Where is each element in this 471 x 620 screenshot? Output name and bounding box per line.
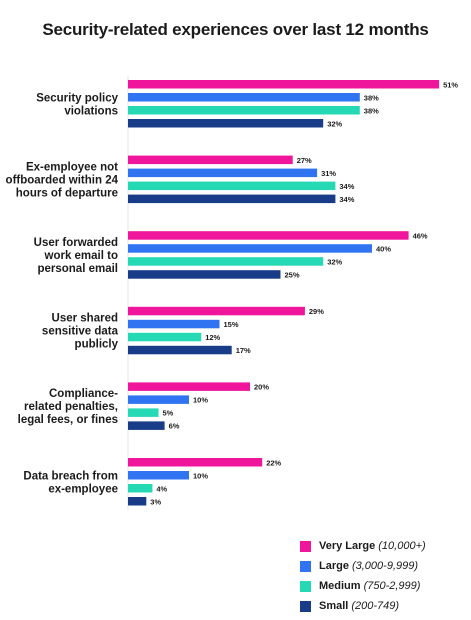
legend: Very Large (10,000+) Large (3,000-9,999) Med…: [300, 536, 426, 616]
data-label: 27%: [297, 156, 312, 165]
data-label: 38%: [364, 106, 379, 115]
legend-item: Medium (750-2,999): [300, 576, 426, 596]
bar: [128, 231, 409, 240]
legend-swatch: [300, 560, 311, 572]
bar: [128, 408, 159, 417]
legend-label: Large: [319, 560, 349, 572]
category-label: work email to: [44, 250, 119, 262]
category-label: User forwarded: [34, 237, 118, 249]
bar: [128, 80, 440, 89]
legend-label: Small: [319, 600, 349, 612]
bar: [128, 497, 147, 506]
bar: [128, 168, 318, 178]
category-label: violations: [64, 105, 118, 117]
data-label: 40%: [376, 245, 391, 254]
legend-range: (200-749): [351, 600, 400, 612]
data-label: 15%: [224, 320, 239, 329]
legend-swatch: [300, 600, 311, 612]
category-label: User shared: [52, 313, 118, 325]
legend-swatch: [300, 540, 311, 552]
bar: [128, 458, 263, 467]
category-label: publicly: [75, 339, 119, 351]
bar: [128, 484, 153, 493]
bar: [128, 93, 360, 102]
category-label: personal email: [37, 263, 118, 275]
data-label: 3%: [150, 497, 161, 506]
bar: [128, 471, 189, 480]
legend-swatch: [300, 580, 311, 592]
data-label: 10%: [193, 471, 208, 480]
bar: [128, 194, 336, 204]
bar: [128, 270, 281, 279]
bar: [128, 155, 293, 165]
bar: [128, 382, 250, 391]
category-label: offboarded within 24: [6, 174, 119, 186]
data-label: 31%: [321, 169, 336, 178]
bar: [128, 306, 305, 316]
bar: [128, 319, 220, 329]
data-label: 46%: [413, 232, 428, 241]
legend-item: Large (3,000-9,999): [300, 556, 426, 576]
data-label: 12%: [205, 333, 220, 342]
data-label: 6%: [169, 422, 180, 431]
legend-label: Very Large: [319, 540, 376, 552]
data-label: 32%: [327, 119, 342, 128]
bar: [128, 119, 324, 128]
category-label: legal fees, or fines: [18, 414, 118, 426]
data-label: 38%: [364, 93, 379, 102]
legend-range: (10,000+): [378, 540, 426, 552]
data-label: 10%: [193, 396, 208, 405]
data-label: 32%: [327, 258, 342, 267]
category-label: related penalties,: [24, 401, 118, 413]
bar: [128, 257, 324, 266]
bar: [128, 332, 202, 342]
data-label: 34%: [339, 182, 354, 191]
bar: [128, 345, 232, 355]
bar: [128, 421, 165, 430]
bar: [128, 181, 336, 191]
legend-range: (3,000-9,999): [351, 560, 419, 572]
legend-range: (750-2,999): [363, 580, 421, 592]
category-label: Ex-employee not: [26, 161, 118, 173]
category-label: Compliance-: [49, 388, 118, 400]
bar: [128, 395, 189, 404]
legend-item: Small (200-749): [300, 596, 426, 616]
category-label: ex-employee: [48, 483, 118, 495]
data-label: 22%: [266, 458, 281, 467]
data-label: 17%: [236, 346, 251, 355]
chart-title: Security-related experiences over last 1…: [42, 20, 429, 39]
bar: [128, 106, 360, 115]
data-label: 4%: [156, 484, 167, 493]
category-label: Data breach from: [23, 470, 118, 482]
data-label: 34%: [339, 195, 354, 204]
category-label: hours of departure: [16, 187, 118, 199]
legend-label: Medium: [319, 580, 361, 592]
bar: [128, 244, 372, 253]
category-label: sensitive data: [42, 326, 119, 338]
category-label: Security policy: [36, 92, 118, 104]
data-label: 20%: [254, 383, 269, 392]
data-label: 29%: [309, 307, 324, 316]
data-label: 5%: [163, 409, 174, 418]
legend-item: Very Large (10,000+): [300, 536, 426, 556]
data-label: 51%: [443, 80, 458, 89]
data-label: 25%: [285, 271, 300, 280]
